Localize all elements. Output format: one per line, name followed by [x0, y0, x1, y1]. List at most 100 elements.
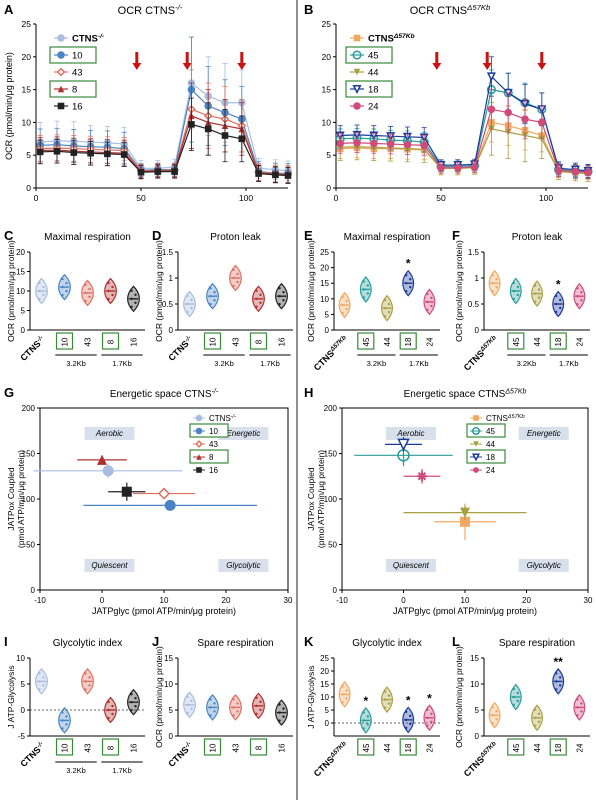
sample-dot	[38, 672, 41, 675]
violin-c10	[58, 707, 71, 734]
panel-title: Energetic space CTNS-/-	[110, 389, 219, 401]
sample-dot	[84, 283, 87, 287]
clone-label-text: 43	[232, 337, 241, 346]
marker-square	[104, 150, 111, 158]
sample-dot	[88, 684, 91, 687]
x-tick-label: -10	[34, 596, 46, 605]
violin-c24: *	[423, 691, 436, 732]
clone-label: 43	[232, 743, 241, 752]
data-point	[36, 148, 44, 156]
marker-square	[120, 151, 128, 158]
quadrant-label: Quiescent	[84, 559, 135, 572]
clone-label-text: 44	[533, 337, 542, 346]
violin-c18: *	[402, 257, 415, 297]
sample-dot	[65, 715, 68, 718]
sample-dot	[426, 292, 429, 296]
point-c18	[385, 437, 422, 452]
sample-dot	[362, 296, 365, 299]
clone-label-text: 8	[255, 745, 264, 750]
marker-square	[238, 135, 246, 143]
y-tick-label: 1	[475, 274, 480, 283]
legend-label: 8	[72, 85, 77, 96]
group-label-ctrl: CTNS-/-	[166, 740, 195, 769]
y-tick-label: 25	[322, 19, 332, 29]
violin-c8	[252, 285, 265, 313]
sample-dot	[555, 310, 558, 314]
sample-dot	[259, 293, 262, 296]
legend-marker	[471, 426, 481, 436]
sample-dot	[430, 720, 433, 723]
y-tick-label: 200	[22, 404, 36, 413]
sample-dot	[88, 295, 91, 299]
arrow-shaft	[485, 52, 489, 64]
injection-arrow	[432, 52, 442, 70]
sample-dot	[533, 716, 537, 719]
sample-dot	[341, 701, 344, 704]
scatter-point	[460, 516, 470, 527]
x-tick-label: 20	[522, 596, 531, 605]
panel-letter: C	[4, 228, 14, 243]
legend-marker	[473, 415, 479, 421]
x-tick-label: 10	[461, 596, 470, 605]
sample-dot	[405, 718, 408, 722]
sample-dot	[282, 291, 285, 294]
sample-dot	[430, 296, 433, 300]
sample-dot	[255, 696, 258, 700]
quadrant-bg	[518, 559, 569, 572]
sample-dot	[107, 289, 110, 293]
data-point	[486, 72, 496, 82]
clone-label-text: 18	[404, 337, 413, 346]
panel-letter: L	[452, 634, 460, 649]
y-tick-label: 5	[325, 310, 330, 319]
marker-square	[284, 172, 292, 179]
y-tick-label: 15	[16, 268, 25, 277]
green-box	[203, 738, 222, 756]
y-axis-title: JATPox Coupled	[306, 467, 316, 530]
sample-dot	[130, 297, 133, 300]
quadrant-bg	[218, 427, 269, 440]
sample-dot	[278, 287, 281, 290]
legend-label: CTNSΔ57Kb	[368, 33, 415, 44]
bracket-label: 1.7Kb	[260, 359, 280, 368]
clone-label: 10	[203, 738, 222, 756]
sample-dot	[409, 286, 412, 289]
clone-label: 45	[357, 738, 375, 756]
clone-label: 18	[549, 738, 567, 756]
legend: CTNS-/- 10 43 8 16	[189, 414, 236, 475]
y-tick-label: 5	[21, 307, 26, 316]
axes-F: 0 0.5 1 1.5	[468, 248, 485, 335]
panel-letter: I	[4, 634, 8, 649]
y-tick-label: 5	[475, 706, 480, 715]
y-tick-label: 20	[16, 248, 25, 257]
legend-label: CTNS-/-	[209, 414, 236, 423]
green-box	[549, 332, 567, 350]
legend-marker	[57, 34, 65, 42]
x-tick-label: 0	[100, 596, 105, 605]
sample-dot	[495, 718, 498, 721]
marker-circle	[420, 141, 429, 150]
sample-dot	[512, 297, 515, 301]
y-tick-label: 10	[22, 117, 32, 127]
sample-dot	[38, 680, 41, 683]
green-box	[357, 332, 375, 350]
legend-label: 44	[486, 440, 495, 449]
data-point	[104, 150, 111, 158]
x-tick-label: 50	[136, 193, 146, 203]
green-box	[399, 332, 417, 350]
clone-label-text: 18	[554, 743, 563, 752]
data-point	[571, 167, 580, 176]
legend-marker	[195, 440, 203, 448]
legend-marker	[353, 68, 361, 76]
data-point	[255, 170, 262, 177]
sample-dot	[255, 297, 258, 300]
arrow-head	[432, 63, 442, 70]
marker-tri-down-open	[352, 84, 362, 94]
marker-square	[460, 516, 470, 527]
sample-dot	[341, 685, 344, 688]
marker-square	[53, 147, 61, 155]
y-tick-label: 15	[322, 85, 332, 95]
sample-dot	[430, 712, 433, 715]
group-label-ctrl: CTNS-/-	[18, 740, 47, 769]
sample-dot	[559, 676, 562, 679]
legend-marker	[352, 50, 362, 60]
